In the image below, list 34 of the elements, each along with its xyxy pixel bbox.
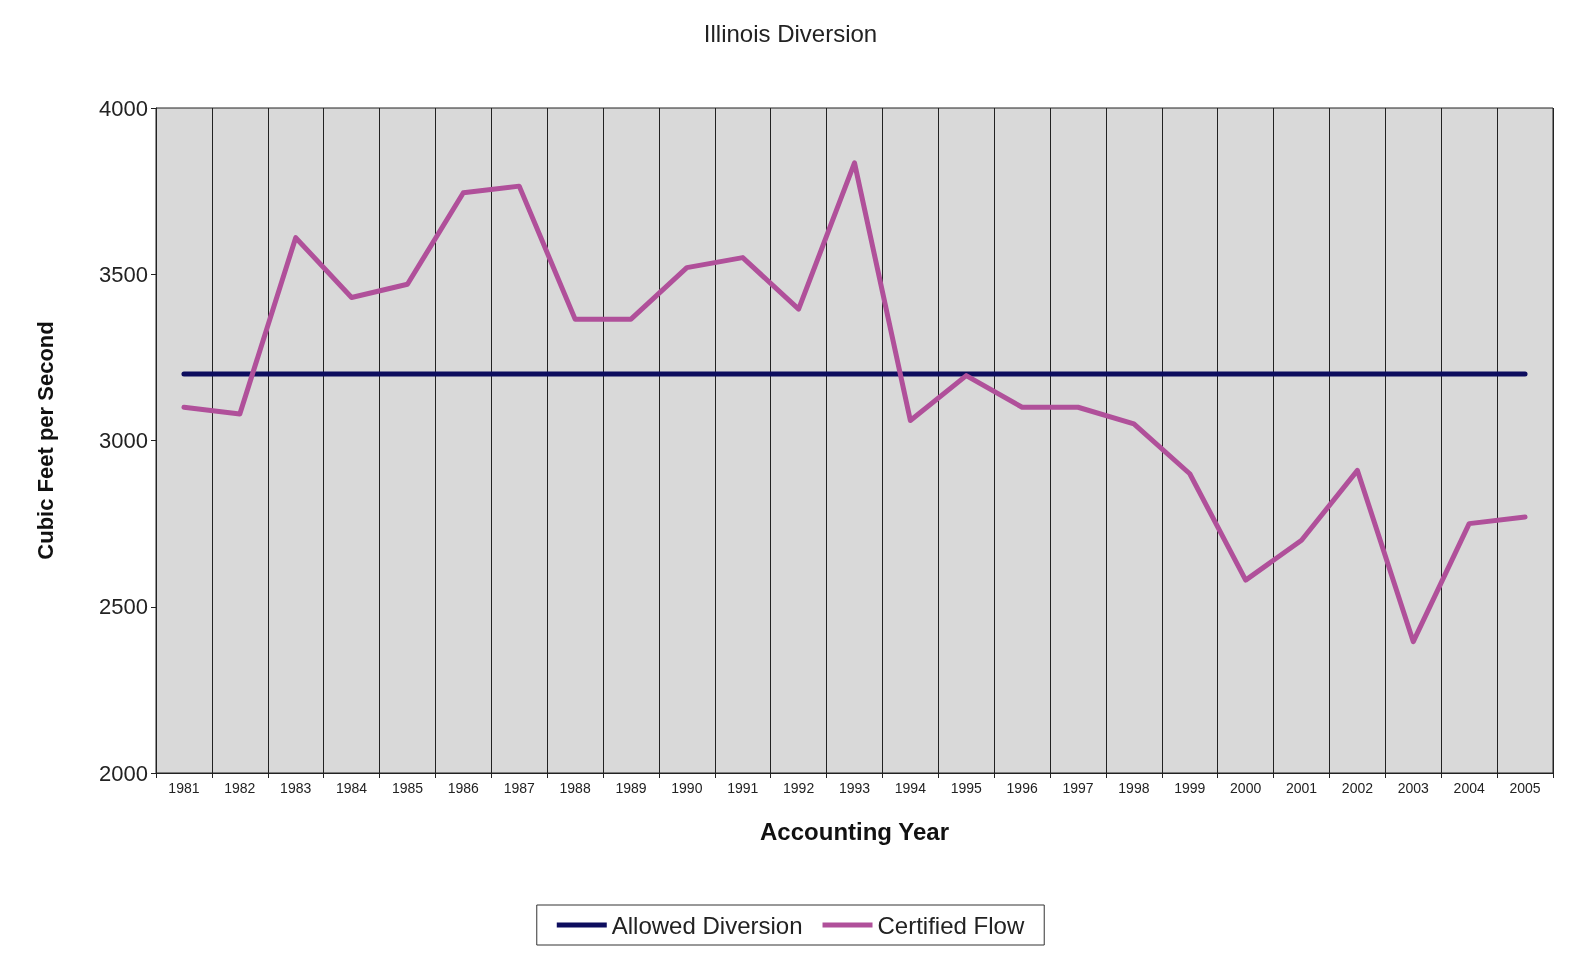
legend-label: Certified Flow <box>877 911 1025 939</box>
x-tick-label: 1989 <box>615 780 647 796</box>
x-tick-label: 1992 <box>783 780 815 796</box>
x-tick-label: 1997 <box>1062 780 1094 796</box>
y-tick-label: 3000 <box>99 428 148 453</box>
x-tick-label: 1991 <box>727 780 759 796</box>
x-tick-label: 1981 <box>168 780 200 796</box>
x-tick-label: 1990 <box>671 780 703 796</box>
chart-title: Illinois Diversion <box>703 19 878 47</box>
x-tick-label: 1988 <box>559 780 591 796</box>
x-tick-label: 1984 <box>336 780 368 796</box>
x-tick-label: 2004 <box>1453 780 1485 796</box>
x-tick-label: 2000 <box>1230 780 1262 796</box>
x-tick-label: 1998 <box>1118 780 1150 796</box>
x-tick-label: 1982 <box>224 780 256 796</box>
x-tick-label: 2001 <box>1285 780 1318 796</box>
y-tick-label: 2500 <box>99 594 148 620</box>
x-tick-label: 1986 <box>447 780 480 796</box>
x-tick-label: 1993 <box>838 780 871 796</box>
x-tick-label: 1995 <box>950 780 983 796</box>
x-tick-label: 1996 <box>1006 780 1038 796</box>
legend-label: Allowed Diversion <box>611 911 803 939</box>
x-tick-label: 2005 <box>1509 780 1541 796</box>
y-tick-label: 4000 <box>99 95 148 121</box>
x-axis-title: Accounting Year <box>760 817 949 845</box>
y-axis-title: Cubic Feet per Second <box>32 321 58 560</box>
x-tick-label: 1985 <box>391 780 424 796</box>
x-tick-label: 2002 <box>1341 780 1374 796</box>
y-tick-label: 3500 <box>99 261 148 287</box>
x-tick-label: 2003 <box>1397 780 1430 796</box>
x-tick-label: 1987 <box>503 780 535 796</box>
x-tick-label: 1983 <box>280 780 312 796</box>
x-tick-label: 1994 <box>894 780 927 796</box>
x-tick-label: 1999 <box>1174 780 1206 796</box>
